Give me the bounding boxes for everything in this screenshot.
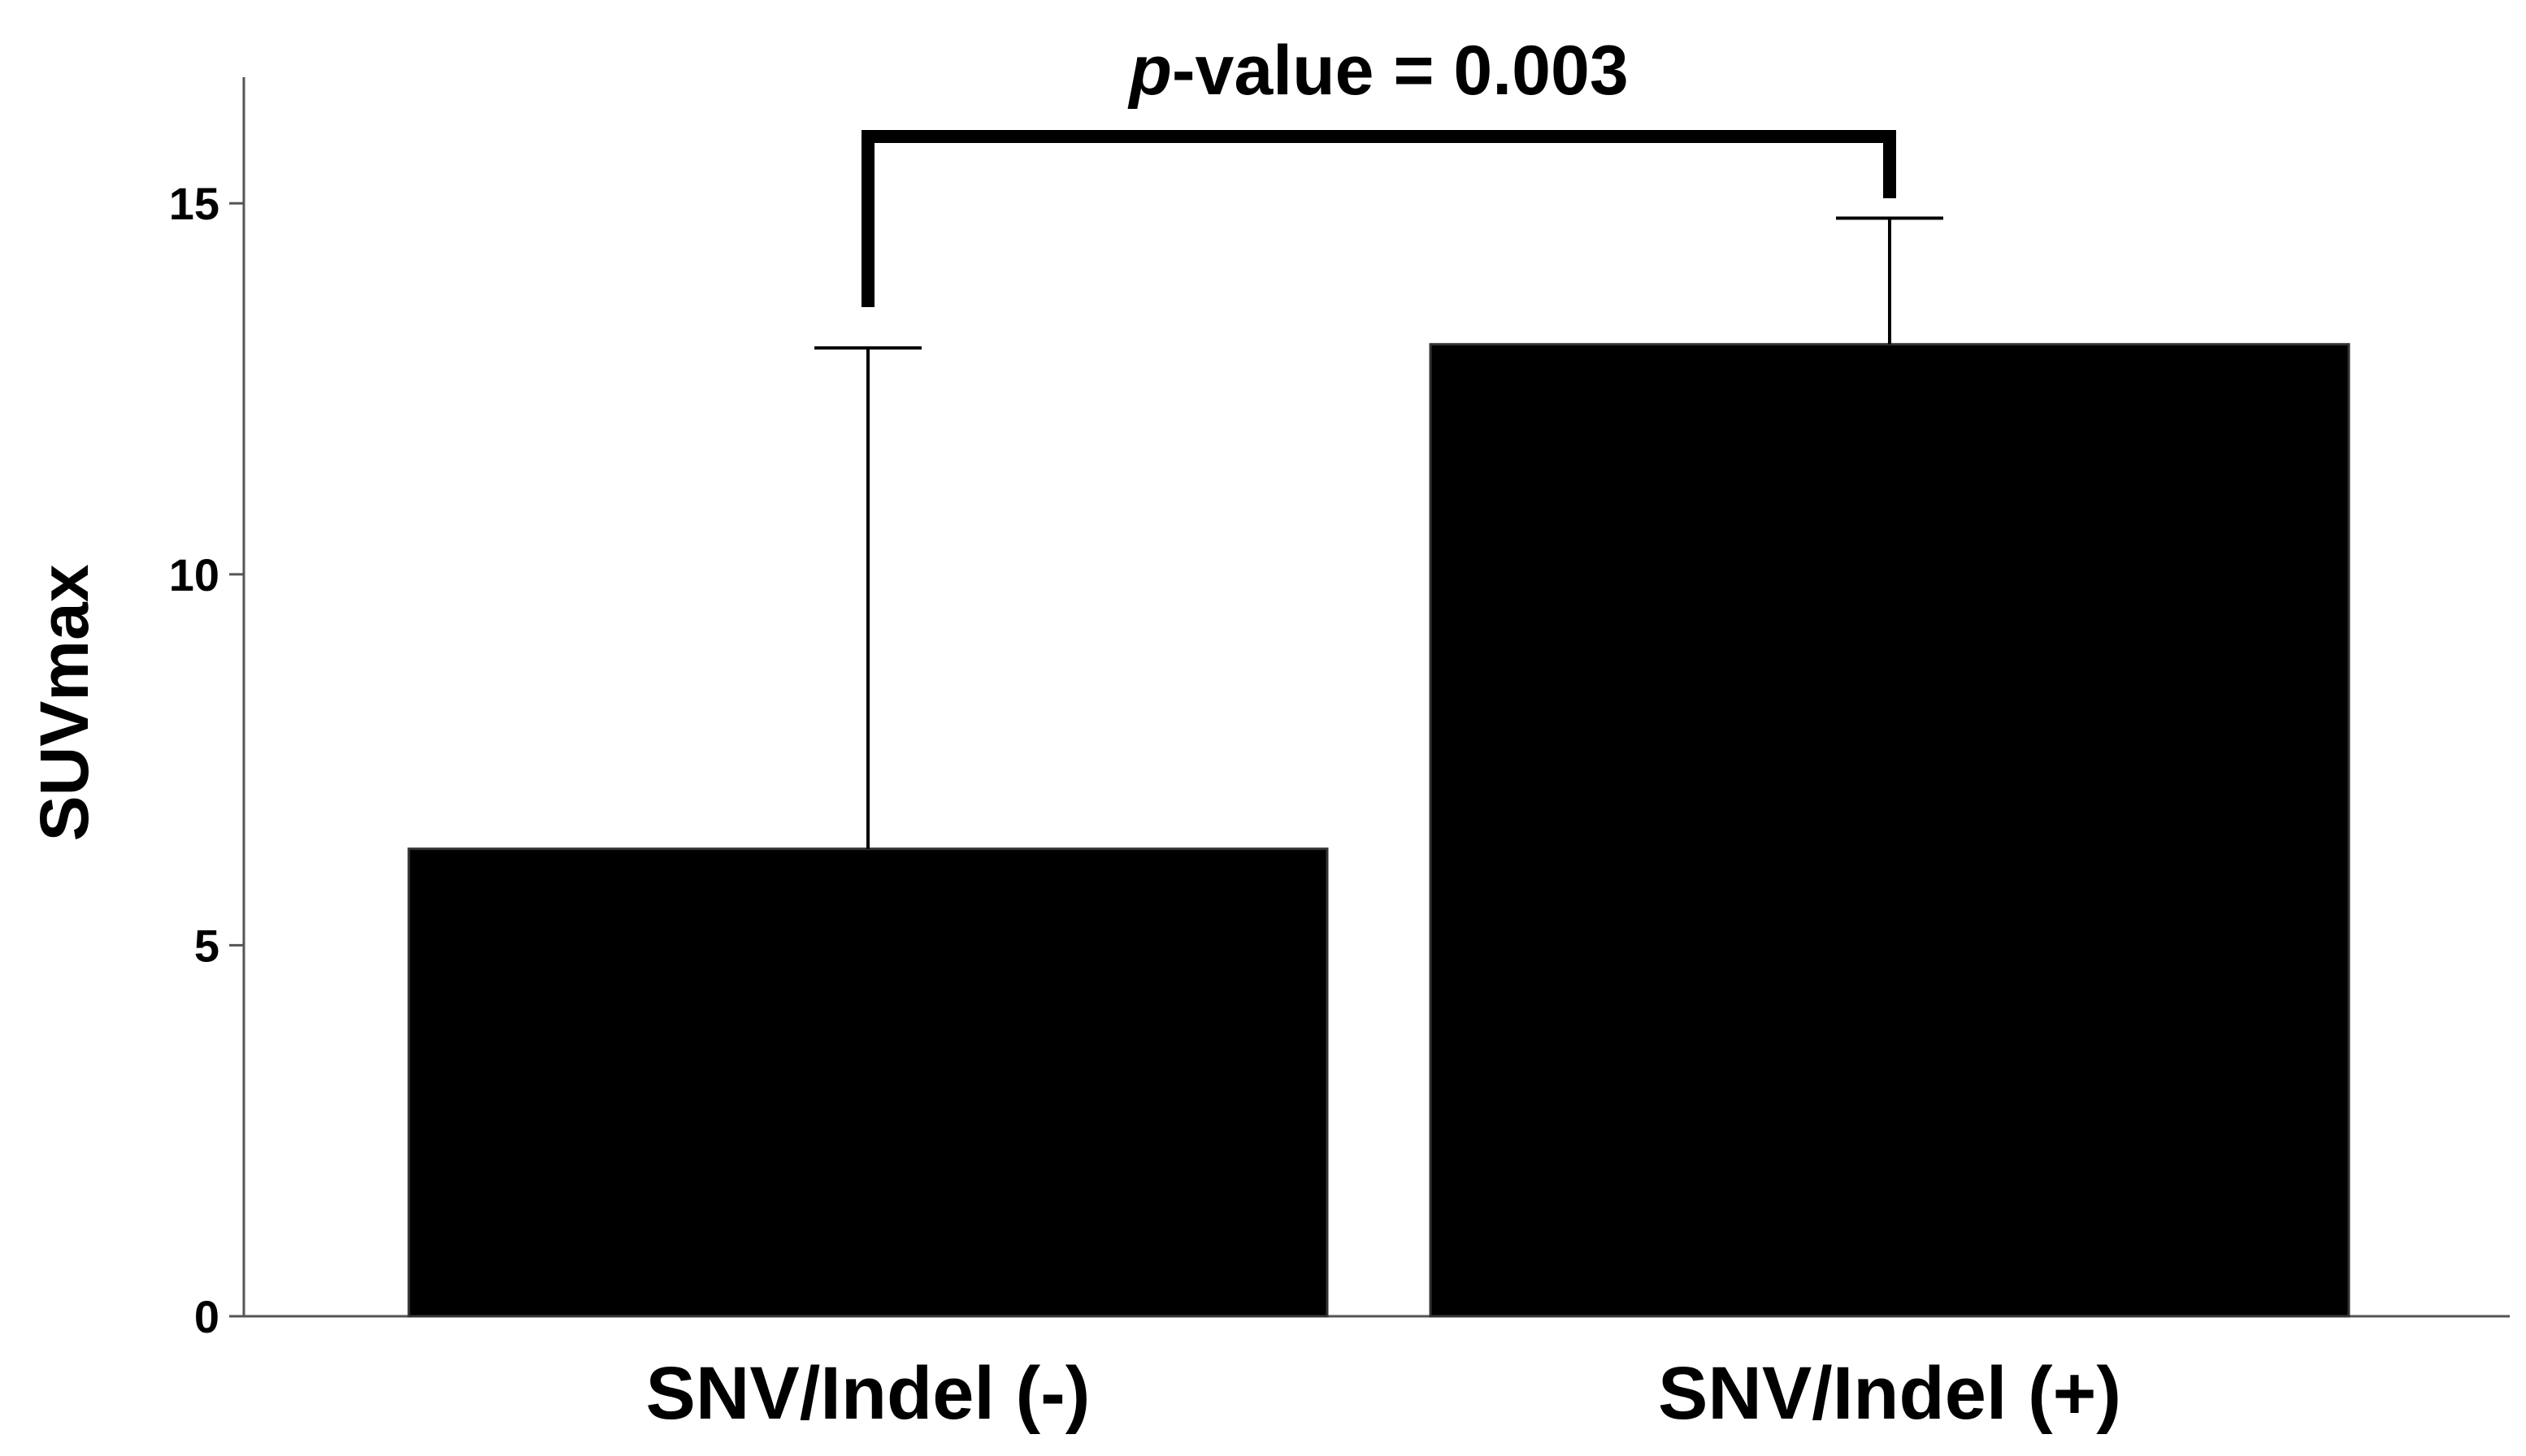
y-tick-label: 10: [169, 549, 219, 600]
y-axis-title: SUVmax: [26, 564, 102, 841]
error-bars: [814, 216, 1943, 849]
p-value-text: -value = 0.003: [1172, 32, 1629, 110]
category-labels: SNV/Indel (-) SNV/Indel (+): [646, 1352, 2121, 1435]
category-label-1: SNV/Indel (-): [646, 1352, 1091, 1435]
significance-bracket: [862, 130, 1896, 307]
p-value-label: p-value = 0.003: [1127, 32, 1628, 110]
y-tick-label: 15: [169, 178, 219, 229]
y-tick-label: 0: [194, 1291, 219, 1342]
y-ticks: 0 5 10 15: [169, 178, 244, 1342]
bars: [407, 343, 2350, 1318]
bar-2: [1429, 343, 2350, 1318]
bar-1: [407, 847, 1329, 1318]
y-tick-label: 5: [194, 920, 219, 971]
significance-annotation: p-value = 0.003: [862, 32, 1896, 307]
category-label-2: SNV/Indel (+): [1658, 1352, 2121, 1435]
p-symbol: p: [1127, 32, 1172, 110]
